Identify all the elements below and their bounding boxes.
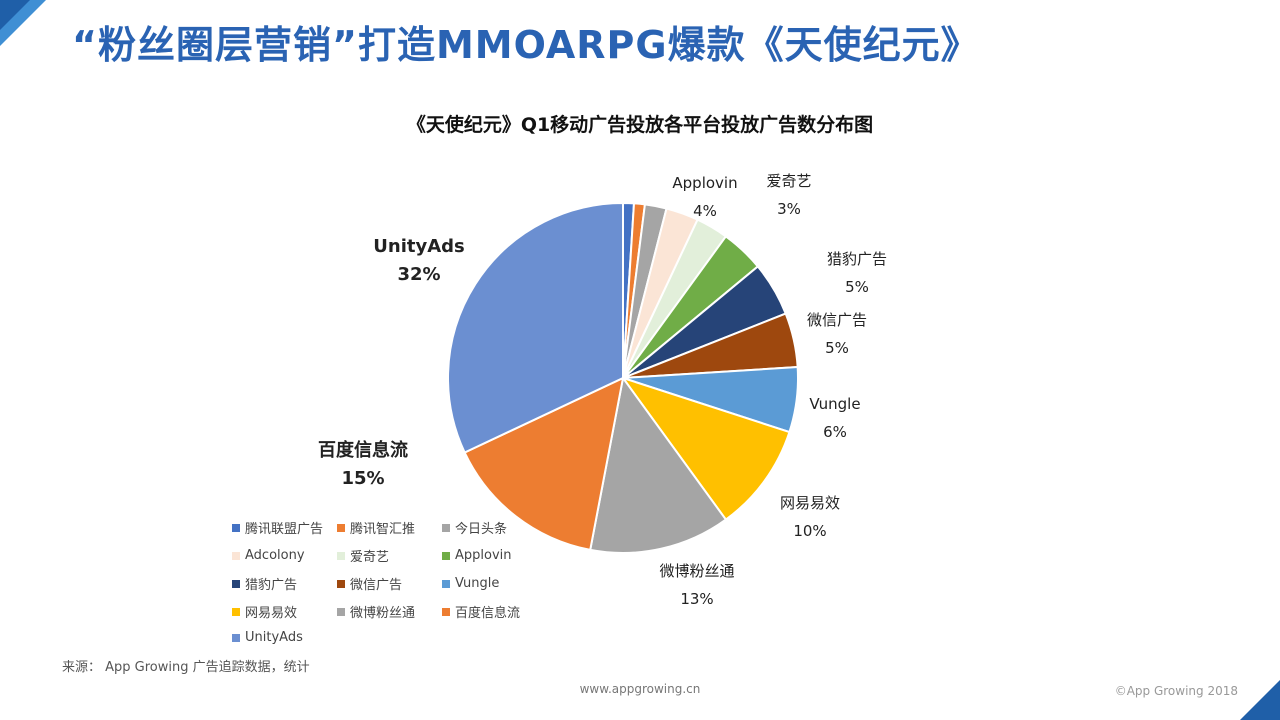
legend-item-4: 爱奇艺 — [337, 546, 442, 565]
legend-label: 百度信息流 — [455, 606, 521, 621]
slice-label-value: 3% — [777, 200, 801, 218]
slice-label-value: 15% — [341, 468, 385, 489]
legend-item-9: 网易易效 — [232, 602, 337, 621]
legend-label: 猎豹广告 — [245, 578, 298, 593]
legend-swatch — [232, 523, 240, 532]
site-url: www.appgrowing.cn — [579, 682, 701, 696]
slice-label-value: 6% — [823, 423, 847, 441]
legend-label: Vungle — [455, 576, 500, 591]
slice-label-8: Vungle 6% — [809, 390, 860, 446]
legend-item-3: Adcolony — [232, 546, 337, 565]
legend-label: Applovin — [455, 548, 512, 563]
slice-label-name: 百度信息流 — [318, 440, 408, 461]
slice-label-name: Vungle — [809, 395, 861, 413]
legend-swatch — [232, 551, 240, 560]
corner-decoration-top-inner — [0, 0, 30, 30]
legend-item-2: 今日头条 — [442, 518, 547, 537]
slice-label-name: Applovin — [672, 174, 738, 192]
legend-label: 腾讯联盟广告 — [245, 522, 324, 537]
slice-label-value: 5% — [845, 278, 869, 296]
legend-label: 网易易效 — [245, 606, 298, 621]
legend-label: 微信广告 — [350, 578, 403, 593]
page-title: “粉丝圈层营销”打造MMOARPG爆款《天使纪元》 — [72, 23, 980, 67]
slice-label-4: 爱奇艺 3% — [766, 167, 811, 223]
slice-label-value: 5% — [825, 339, 849, 357]
legend-swatch — [442, 607, 450, 616]
legend-label: 微博粉丝通 — [350, 606, 416, 621]
slice-label-name: 猎豹广告 — [826, 250, 888, 268]
slice-label-value: 32% — [397, 264, 441, 285]
slice-label-12: UnityAds 32% — [373, 233, 464, 289]
legend-swatch — [232, 607, 240, 616]
legend-item-0: 腾讯联盟广告 — [232, 518, 337, 537]
slice-label-9: 网易易效 10% — [780, 489, 840, 545]
legend-swatch — [337, 607, 345, 616]
chart-title: 《天使纪元》Q1移动广告投放各平台投放广告数分布图 — [406, 114, 874, 136]
pie-slice-9 — [620, 376, 791, 521]
legend-swatch — [442, 523, 450, 532]
slice-label-name: 微博粉丝通 — [659, 562, 735, 580]
legend-label: 今日头条 — [455, 522, 508, 537]
legend-item-1: 腾讯智汇推 — [337, 518, 442, 537]
slice-label-name: 网易易效 — [779, 494, 841, 512]
slice-label-value: 10% — [793, 522, 827, 540]
corner-decoration-bottom — [1240, 680, 1280, 720]
legend-item-6: 猎豹广告 — [232, 574, 337, 593]
source-note: 来源： App Growing 广告追踪数据，统计 — [62, 660, 310, 675]
slice-label-name: UnityAds — [373, 236, 465, 257]
slice-label-value: 4% — [693, 202, 717, 220]
pie-slice-11 — [463, 376, 625, 552]
legend-swatch — [442, 579, 450, 588]
legend-label: Adcolony — [245, 548, 305, 563]
legend-item-10: 微博粉丝通 — [337, 602, 442, 621]
slice-label-value: 13% — [680, 590, 714, 608]
pie-slice-10 — [589, 375, 728, 554]
legend-swatch — [337, 551, 345, 560]
legend-item-12: UnityAds — [232, 630, 337, 645]
slice-label-6: 猎豹广告 5% — [827, 245, 887, 301]
slice-label-name: 爱奇艺 — [766, 172, 812, 190]
pie-slice-12 — [447, 201, 624, 454]
chart-legend: 腾讯联盟广告 腾讯智汇推 今日头条 Adcolony 爱奇艺 Applovin 猎豹广告 微信… — [232, 518, 562, 645]
slice-label-5: Applovin 4% — [672, 169, 737, 225]
legend-label: 爱奇艺 — [350, 550, 390, 565]
slice-label-7: 微信广告 5% — [807, 306, 867, 362]
legend-swatch — [337, 523, 345, 532]
legend-label: UnityAds — [245, 630, 303, 645]
copyright-note: ©App Growing 2018 — [1114, 684, 1238, 698]
slice-label-10: 微博粉丝通 13% — [659, 557, 734, 613]
legend-item-8: Vungle — [442, 574, 547, 593]
slice-label-11: 百度信息流 15% — [318, 437, 408, 493]
legend-swatch — [442, 551, 450, 560]
legend-swatch — [232, 633, 240, 642]
legend-item-5: Applovin — [442, 546, 547, 565]
legend-item-7: 微信广告 — [337, 574, 442, 593]
legend-item-11: 百度信息流 — [442, 602, 547, 621]
slice-label-name: 微信广告 — [806, 311, 868, 329]
legend-swatch — [337, 579, 345, 588]
legend-label: 腾讯智汇推 — [350, 522, 416, 537]
legend-swatch — [232, 579, 240, 588]
